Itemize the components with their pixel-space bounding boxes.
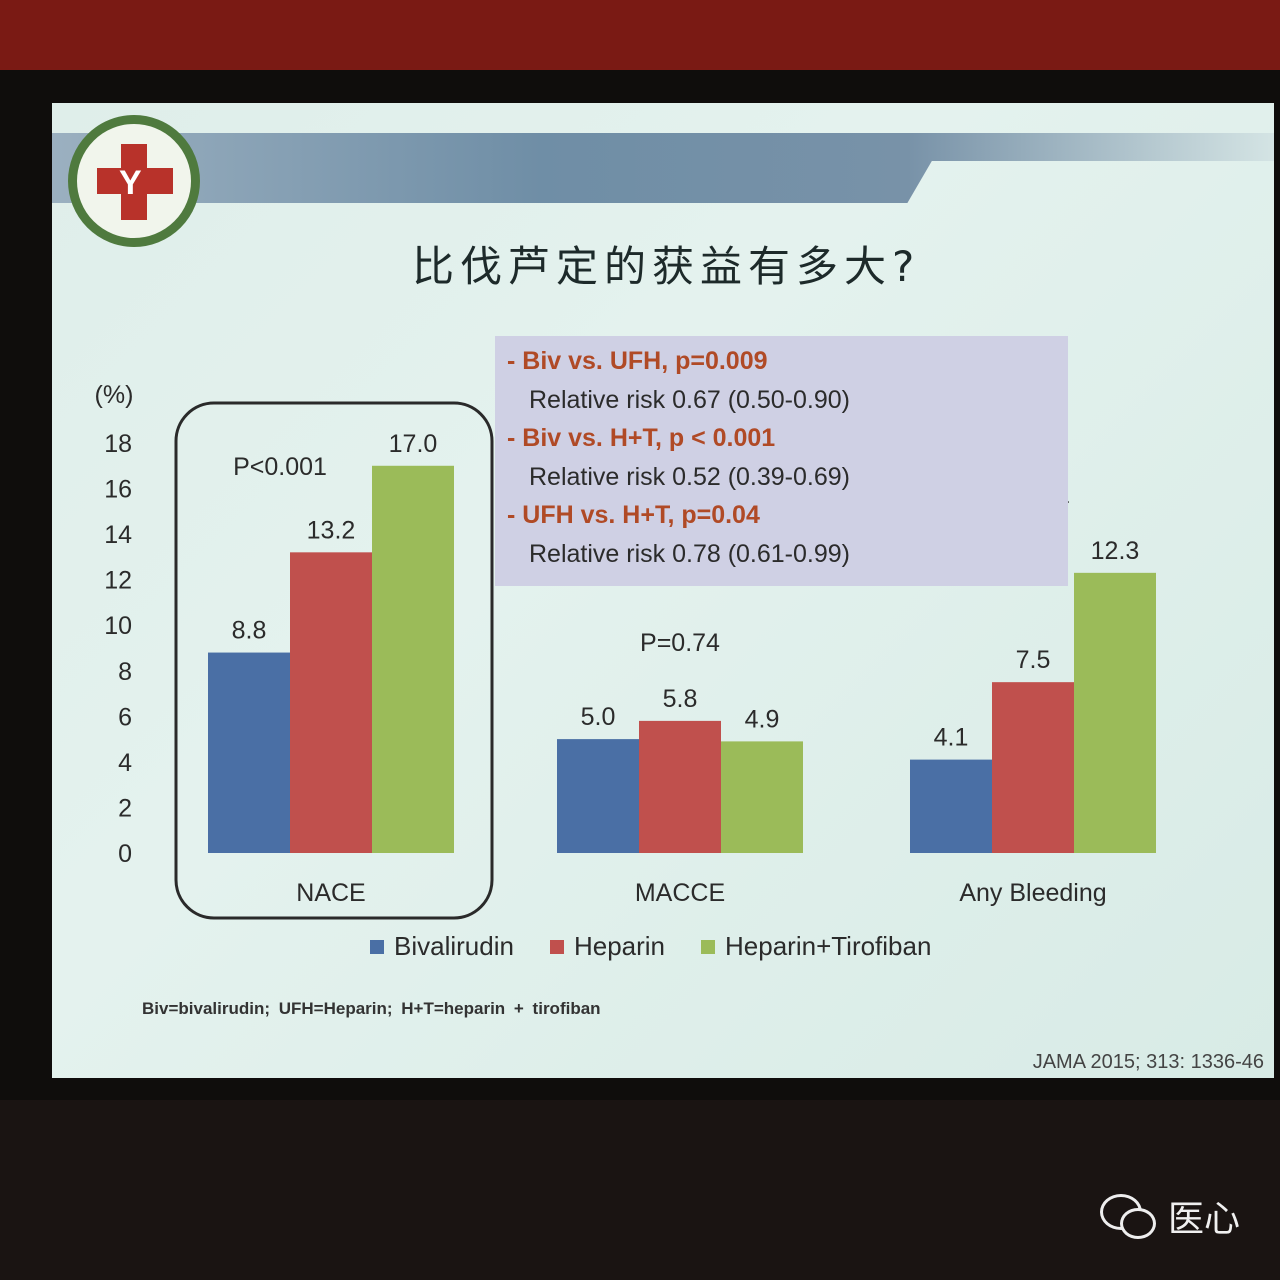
data-label: 4.1 (934, 724, 969, 752)
y-tick-label: 18 (104, 430, 132, 458)
y-tick-label: 16 (104, 476, 132, 504)
bar-bivalirudin-any-bleeding (910, 759, 992, 853)
category-label: MACCE (635, 879, 725, 907)
comparison-header: - UFH vs. H+T, p=0.04 (507, 501, 760, 529)
comparison-header: - Biv vs. UFH, p=0.009 (507, 347, 768, 375)
slide-title: 比伐芦定的获益有多大? (412, 242, 921, 291)
venue-banner (0, 0, 1280, 70)
y-tick-label: 2 (118, 794, 132, 822)
relative-risk: Relative risk 0.52 (0.39-0.69) (529, 462, 850, 491)
bar-heparin-any-bleeding (992, 682, 1074, 853)
legend-swatch (701, 939, 716, 954)
category-label: Any Bleeding (959, 879, 1106, 907)
y-tick-label: 12 (104, 567, 132, 595)
bar-heparin-tirofiban-macce (721, 741, 803, 853)
y-tick-label: 0 (118, 840, 132, 868)
watermark-text: 医心 (1167, 1199, 1240, 1240)
bar-bivalirudin-nace (208, 652, 290, 853)
comparison-header: - Biv vs. H+T, p < 0.001 (507, 424, 776, 452)
data-label: 7.5 (1016, 646, 1051, 674)
legend-item: Bivalirudin (370, 931, 514, 962)
data-label: 8.8 (232, 617, 267, 645)
highlight-box (174, 401, 494, 920)
y-tick-label: 8 (118, 658, 132, 686)
legend-swatch (370, 939, 384, 954)
data-label: 12.3 (1091, 537, 1140, 565)
presentation-slide: Y 比伐芦定的获益有多大? (%) 0 2 4 6 8 10 12 14 16 18 8.8 13.2 1… (52, 103, 1274, 1078)
data-label: 17.0 (389, 430, 438, 458)
relative-risk: Relative risk 0.78 (0.61-0.99) (529, 539, 850, 568)
category-label: NACE (296, 879, 365, 907)
watermark: 医心 (1099, 1190, 1240, 1242)
chart-legend: Bivalirudin Heparin Heparin+Tirofiban (370, 931, 931, 962)
data-label: 4.9 (745, 705, 780, 733)
data-label: 5.8 (663, 685, 698, 713)
p-value-label: P=0.74 (640, 629, 720, 657)
statistics-box: - Biv vs. UFH, p=0.009 Relative risk 0.6… (495, 336, 1068, 586)
y-tick-label: 10 (104, 612, 132, 640)
y-tick-label: 14 (104, 521, 132, 549)
abbreviations-note: Biv=bivalirudin; UFH=Heparin; H+T=hepari… (142, 999, 601, 1018)
legend-item: Heparin+Tirofiban (701, 931, 931, 962)
wechat-icon (1099, 1194, 1156, 1239)
data-label: 5.0 (581, 703, 616, 731)
bar-heparin-macce (639, 720, 721, 853)
legend-swatch (549, 939, 564, 954)
legend-label: Bivalirudin (394, 931, 514, 961)
bar-heparin-tirofiban-any-bleeding (1074, 572, 1156, 853)
p-value-label: P<0.001 (233, 453, 327, 481)
legend-label: Heparin+Tirofiban (725, 931, 932, 961)
citation: JAMA 2015; 313: 1336-46 (1032, 1051, 1264, 1073)
y-axis-label: (%) (95, 381, 134, 409)
legend-item: Heparin (549, 931, 666, 962)
bar-heparin-nace (290, 552, 372, 853)
y-tick-label: 6 (118, 703, 132, 731)
bar-chart: (%) 0 2 4 6 8 10 12 14 16 18 8.8 13.2 17.0 P<0.001 NACE… (95, 381, 1156, 920)
y-tick-label: 4 (118, 749, 132, 777)
data-label: 13.2 (307, 516, 356, 544)
relative-risk: Relative risk 0.67 (0.50-0.90) (529, 385, 850, 414)
bar-bivalirudin-macce (557, 739, 639, 853)
legend-label: Heparin (573, 931, 666, 961)
bar-heparin-tirofiban-nace (372, 465, 454, 853)
hospital-logo: Y (68, 115, 200, 247)
